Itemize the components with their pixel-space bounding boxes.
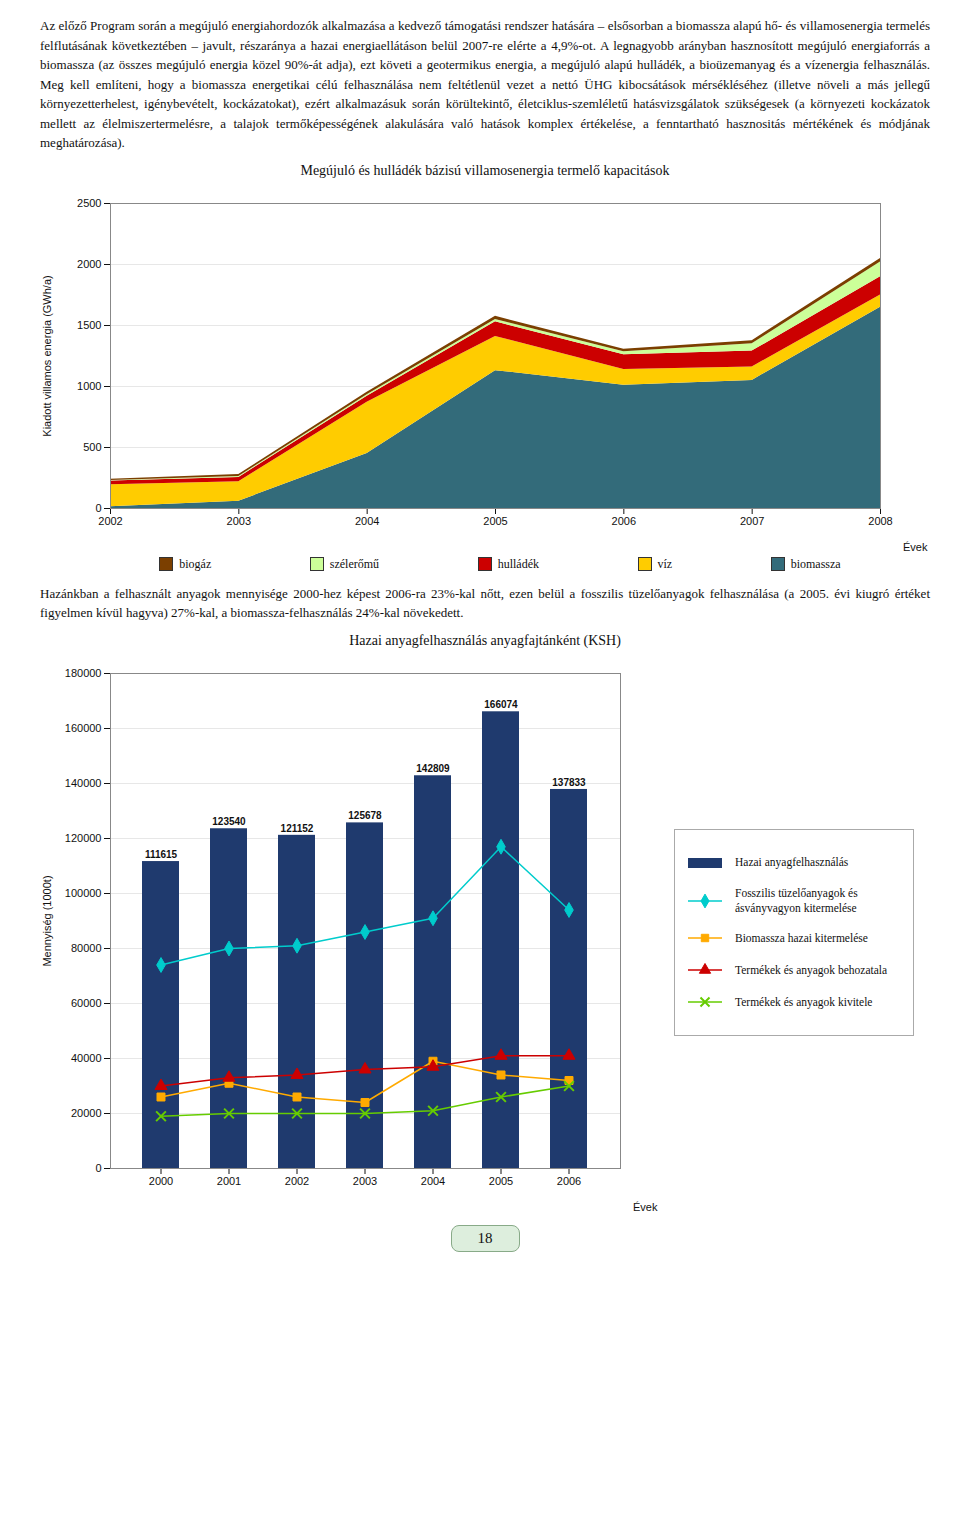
- svg-text:1000: 1000: [77, 380, 101, 392]
- svg-text:2008: 2008: [868, 515, 892, 527]
- svg-text:2003: 2003: [227, 515, 251, 527]
- html-text:víz: víz: [657, 556, 673, 571]
- svg-text:2001: 2001: [217, 1175, 241, 1187]
- svg-text:2002: 2002: [98, 515, 122, 527]
- svg-text:2004: 2004: [421, 1175, 445, 1187]
- html-text:biomassza: biomassza: [790, 556, 841, 571]
- svg-text:2000: 2000: [149, 1175, 173, 1187]
- html-text:Hazai anyagfelhasználás: Hazai anyagfelhasználás: [735, 856, 849, 869]
- svg-text:2006: 2006: [557, 1175, 581, 1187]
- svg-text:40000: 40000: [71, 1052, 102, 1064]
- svg-text:Évek: Évek: [903, 540, 928, 552]
- svg-text:2000: 2000: [77, 258, 101, 270]
- html-text:Hazai anyagfelhasználás anyagf: Hazai anyagfelhasználás anyagfajtánként …: [349, 632, 621, 648]
- svg-text:Évek: Évek: [633, 1200, 658, 1212]
- svg-text:2003: 2003: [353, 1175, 377, 1187]
- svg-text:2006: 2006: [612, 515, 636, 527]
- svg-text:123540: 123540: [212, 815, 246, 826]
- html-text:Fosszilis tüzelőanyagok és ásv: Fosszilis tüzelőanyagok és ásványvagyon …: [735, 886, 858, 914]
- svg-text:111615: 111615: [145, 848, 178, 859]
- svg-text:0: 0: [95, 502, 101, 514]
- svg-text:2005: 2005: [489, 1175, 513, 1187]
- svg-text:2007: 2007: [740, 515, 764, 527]
- svg-text:125678: 125678: [348, 810, 382, 821]
- svg-text:120000: 120000: [65, 832, 102, 844]
- svg-text:20000: 20000: [71, 1107, 102, 1119]
- html-text:Az előző Program során a megúj: Az előző Program során a megújuló energi…: [40, 18, 930, 150]
- html-text:szélerőmű: szélerőmű: [329, 556, 380, 571]
- svg-text:166074: 166074: [484, 698, 518, 709]
- html-text:Hazánkban a felhasznált anyago: Hazánkban a felhasznált anyagok mennyisé…: [40, 585, 930, 620]
- svg-text:2004: 2004: [355, 515, 379, 527]
- svg-text:142809: 142809: [416, 762, 450, 773]
- svg-text:2500: 2500: [77, 197, 101, 209]
- svg-text:80000: 80000: [71, 942, 102, 954]
- html-text:Biomassza hazai kitermelése: Biomassza hazai kitermelése: [735, 932, 868, 944]
- html-text:Megújuló és hulládék bázisú vi: Megújuló és hulládék bázisú villamosener…: [300, 162, 670, 178]
- svg-text:2002: 2002: [285, 1175, 309, 1187]
- svg-text:500: 500: [83, 441, 101, 453]
- svg-text:121152: 121152: [281, 822, 314, 833]
- svg-text:140000: 140000: [65, 777, 102, 789]
- svg-text:1500: 1500: [77, 319, 101, 331]
- svg-text:100000: 100000: [65, 887, 102, 899]
- svg-text:137833: 137833: [552, 776, 586, 787]
- svg-text:160000: 160000: [65, 722, 102, 734]
- svg-text:0: 0: [95, 1162, 101, 1174]
- svg-text:180000: 180000: [65, 667, 102, 679]
- svg-text:Kiadott villamos energia (GWh/: Kiadott villamos energia (GWh/a): [41, 275, 53, 436]
- html-text:Termékek és anyagok kivitele: Termékek és anyagok kivitele: [735, 996, 873, 1008]
- svg-text:2005: 2005: [483, 515, 507, 527]
- html-text:biogáz: biogáz: [179, 556, 212, 571]
- html-text:18: 18: [477, 1229, 493, 1246]
- svg-text:60000: 60000: [71, 997, 102, 1009]
- svg-text:Mennyiség (1000t): Mennyiség (1000t): [41, 875, 53, 966]
- html-text:hulládék: hulládék: [497, 556, 539, 571]
- html-text:Termékek és anyagok behozatala: Termékek és anyagok behozatala: [735, 964, 888, 976]
